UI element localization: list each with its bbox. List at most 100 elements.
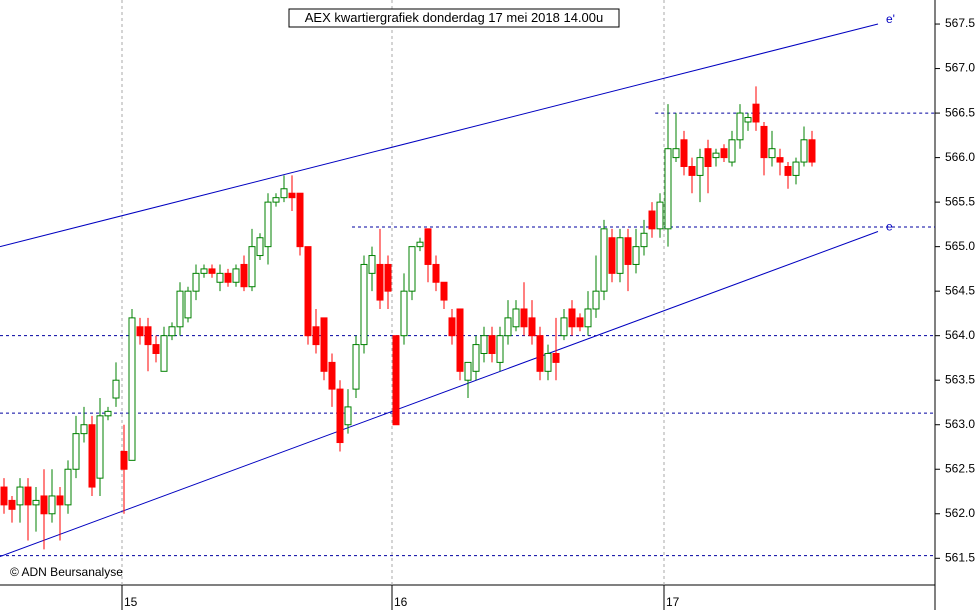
candle-body	[464, 361, 472, 381]
candle-body	[568, 308, 576, 328]
candle-body	[560, 317, 568, 337]
y-tick-label: 564.0	[945, 328, 975, 342]
candle-body	[680, 139, 688, 168]
candle-body	[368, 255, 376, 274]
candle-body	[784, 166, 792, 176]
candle-body	[264, 201, 272, 248]
candle-body	[688, 166, 696, 176]
y-tick-label: 562.0	[945, 506, 975, 520]
candle-body	[752, 103, 760, 123]
candle-body	[360, 263, 368, 346]
candle-body	[600, 228, 608, 292]
candle-body	[800, 139, 808, 163]
candle-body	[352, 344, 360, 390]
channel-label: e	[886, 220, 893, 234]
candle-body	[296, 192, 304, 248]
candle-body	[584, 308, 592, 328]
candle-body	[200, 268, 208, 274]
candle-body	[256, 237, 264, 257]
candle-body	[8, 499, 16, 510]
candle-body	[80, 424, 88, 435]
candle-body	[136, 326, 144, 337]
candle-body	[64, 468, 72, 506]
candle-body	[224, 272, 232, 283]
candle-body	[144, 326, 152, 346]
candle-body	[488, 335, 496, 354]
candle-body	[480, 335, 488, 354]
candle-body	[408, 246, 416, 292]
y-tick-label: 563.5	[945, 372, 975, 386]
candle-body	[104, 410, 112, 417]
candle-body	[656, 201, 664, 230]
candle-body	[312, 326, 320, 346]
y-tick-label: 567.0	[945, 61, 975, 75]
candle-body	[528, 317, 536, 337]
candle-body	[448, 317, 456, 337]
candle-body	[728, 139, 736, 163]
candle-body	[632, 246, 640, 265]
candle-body	[344, 406, 352, 426]
candle-body	[776, 157, 784, 163]
candle-body	[616, 237, 624, 274]
candle-body	[280, 188, 288, 199]
channel-line	[0, 231, 879, 557]
candle-body	[72, 433, 80, 470]
candle-body	[184, 290, 192, 319]
candle-body	[272, 197, 280, 203]
candle-body	[320, 317, 328, 372]
channel-label: e'	[886, 12, 895, 26]
candle-body	[592, 290, 600, 310]
candle-body	[176, 290, 184, 328]
candle-body	[328, 361, 336, 390]
candle-body	[520, 308, 528, 328]
candle-body	[24, 486, 32, 506]
candle-body	[608, 237, 616, 274]
y-tick-label: 567.5	[945, 16, 975, 30]
candle-body	[120, 450, 128, 470]
candle-body	[0, 486, 8, 506]
x-tick-label: 15	[124, 595, 138, 609]
candle-body	[672, 148, 680, 159]
y-tick-label: 561.5	[945, 550, 975, 564]
chart-title: AEX kwartiergrafiek donderdag 17 mei 201…	[305, 10, 603, 25]
candle-body	[736, 112, 744, 141]
candle-body	[392, 335, 400, 426]
candle-body	[40, 495, 48, 515]
candle-body	[624, 237, 632, 265]
y-tick-label: 566.5	[945, 105, 975, 119]
candle-body	[376, 263, 384, 301]
candle-body	[96, 415, 104, 479]
candle-body	[456, 308, 464, 372]
candle-body	[416, 241, 424, 248]
candle-body	[576, 317, 584, 328]
candle-body	[16, 486, 24, 506]
candle-body	[32, 499, 40, 506]
candle-body	[640, 232, 648, 248]
candle-body	[648, 210, 656, 230]
candle-body	[88, 424, 96, 488]
candle-body	[504, 317, 512, 337]
channel-line	[0, 23, 879, 248]
y-tick-label: 565.5	[945, 194, 975, 208]
y-tick-label: 564.5	[945, 283, 975, 297]
candle-body	[496, 335, 504, 363]
candle-body	[152, 344, 160, 354]
candle-body	[664, 148, 672, 230]
candle-body	[384, 263, 392, 292]
y-tick-label: 566.0	[945, 150, 975, 164]
candle-body	[160, 335, 168, 372]
candle-body	[208, 268, 216, 274]
candle-body	[232, 268, 240, 283]
x-tick-label: 17	[666, 595, 680, 609]
candle-body	[424, 228, 432, 265]
candle-body	[696, 157, 704, 176]
candle-body	[128, 317, 136, 461]
y-tick-label: 562.5	[945, 461, 975, 475]
candle-body	[216, 272, 224, 283]
plot-area: e' e	[0, 0, 935, 585]
candle-body	[768, 148, 776, 159]
candle-body	[248, 246, 256, 288]
candle-body	[192, 272, 200, 292]
